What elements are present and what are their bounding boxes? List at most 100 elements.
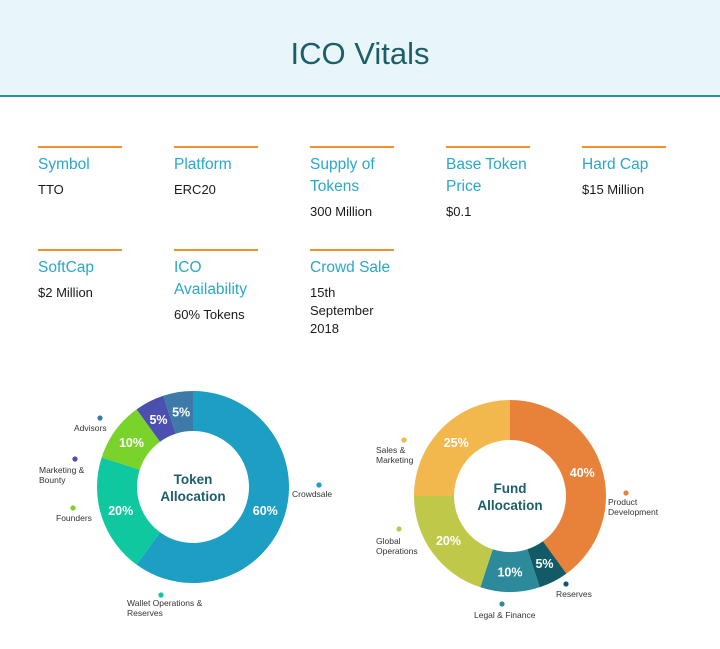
donut-slice — [136, 395, 176, 442]
vital-label-line: Crowd Sale — [310, 259, 391, 276]
vital-label: SoftCap — [38, 257, 122, 279]
slice-percent-label: 5% — [149, 413, 167, 427]
vital-value-line: $15 Million — [582, 182, 645, 197]
header-banner: ICO Vitals — [0, 0, 720, 97]
callout-label: Founders — [56, 513, 92, 523]
vital-value: 15th September 2018 — [310, 284, 394, 338]
callout-dot — [396, 526, 402, 532]
slice-percent-label: 20% — [108, 504, 133, 518]
vital-label-line: Supply of — [310, 156, 375, 173]
callout-label: Advisors — [74, 423, 107, 433]
slice-percent-label: 10% — [119, 436, 144, 450]
callout-label: Legal & Finance — [474, 610, 536, 620]
vital-rule — [582, 146, 666, 148]
vital-rule — [38, 249, 122, 251]
callout-dot — [158, 592, 164, 598]
callout-label: Wallet Operations & — [127, 598, 203, 608]
vital-item: Crowd Sale 15th September 2018 — [310, 249, 394, 338]
callout-dot — [97, 415, 103, 421]
callout-label: Development — [608, 507, 659, 517]
callout-dot — [401, 437, 407, 443]
vital-value: ERC20 — [174, 181, 258, 199]
vital-label-line: Price — [446, 178, 482, 195]
vital-label-line: SoftCap — [38, 259, 95, 276]
vital-item: Platform ERC20 — [174, 146, 258, 199]
vital-value: 300 Million — [310, 203, 394, 221]
vital-value-line: September — [310, 303, 374, 318]
vital-label: Base Token Price — [446, 154, 530, 198]
slice-percent-label: 60% — [253, 504, 278, 518]
callout-label: Reserves — [556, 589, 592, 599]
vital-value: TTO — [38, 181, 122, 199]
vital-value-line: $2 Million — [38, 285, 93, 300]
vital-value-line: ERC20 — [174, 182, 216, 197]
vital-label-line: Platform — [174, 156, 232, 173]
callout-label: Operations — [376, 546, 418, 556]
callout-dot — [623, 490, 629, 496]
slice-percent-label: 5% — [535, 557, 553, 571]
vital-label-line: ICO — [174, 259, 202, 276]
vital-label: ICO Availability — [174, 257, 258, 301]
vital-label-line: Availability — [174, 281, 247, 298]
vital-value-line: TTO — [38, 182, 64, 197]
callout-label: Marketing & — [39, 465, 85, 475]
chart-center-title: Token — [174, 472, 213, 487]
callout-label: Sales & — [376, 445, 406, 455]
vital-rule — [446, 146, 530, 148]
donut-slice — [527, 541, 567, 588]
vital-value-line: 300 Million — [310, 204, 373, 219]
donut-slice — [480, 549, 540, 593]
vital-value: $15 Million — [582, 181, 666, 199]
chart-center-title: Allocation — [160, 489, 225, 504]
vital-item: ICO Availability 60% Tokens — [174, 249, 258, 324]
donut-slice — [414, 400, 510, 496]
slice-percent-label: 10% — [497, 566, 522, 580]
callout-dot — [70, 505, 76, 511]
vital-label-line: Tokens — [310, 178, 360, 195]
vital-value-line: $0.1 — [446, 204, 472, 219]
vital-label-line: Base Token — [446, 156, 527, 173]
vital-label: Platform — [174, 154, 258, 176]
callout-dot — [563, 581, 569, 587]
vital-item: Supply of Tokens 300 Million — [310, 146, 394, 221]
callout-dot — [499, 601, 505, 607]
vital-rule — [174, 146, 258, 148]
vital-label-line: Hard Cap — [582, 156, 649, 173]
donut-slice — [510, 400, 606, 574]
vital-value: 60% Tokens — [174, 306, 258, 324]
donut-slice — [96, 457, 161, 565]
callout-label: Marketing — [376, 455, 414, 465]
vital-rule — [310, 249, 394, 251]
callout-label: Global — [376, 536, 401, 546]
slice-percent-label: 25% — [444, 436, 469, 450]
vital-value-line: 60% Tokens — [174, 307, 245, 322]
callout-label: Product — [608, 497, 638, 507]
callout-label: Bounty — [39, 475, 66, 485]
vital-label: Supply of Tokens — [310, 154, 394, 198]
callout-dot — [72, 456, 78, 462]
vital-rule — [174, 249, 258, 251]
slice-percent-label: 40% — [570, 466, 595, 480]
vital-label: Hard Cap — [582, 154, 666, 176]
vital-value: $2 Million — [38, 284, 122, 302]
vital-item: Hard Cap $15 Million — [582, 146, 666, 199]
page-title: ICO Vitals — [290, 36, 430, 71]
donut-slice — [101, 409, 161, 470]
vital-value-line: 15th — [310, 285, 336, 300]
slice-percent-label: 20% — [436, 534, 461, 548]
chart-center-title: Fund — [494, 481, 527, 496]
callout-label: Reserves — [127, 608, 163, 618]
token-allocation-chart: 60% Crowdsale 20% Wallet Operations &Reserv… — [39, 391, 332, 618]
vital-value-line: 2018 — [310, 321, 339, 336]
vital-label: Symbol — [38, 154, 122, 176]
donut-slice — [163, 391, 193, 434]
callout-label: Crowdsale — [292, 489, 332, 499]
vital-rule — [38, 146, 122, 148]
vital-value: $0.1 — [446, 203, 530, 221]
vital-label: Crowd Sale — [310, 257, 394, 279]
vital-item: Base Token Price $0.1 — [446, 146, 530, 221]
slice-percent-label: 5% — [172, 405, 190, 419]
callout-dot — [316, 482, 322, 488]
